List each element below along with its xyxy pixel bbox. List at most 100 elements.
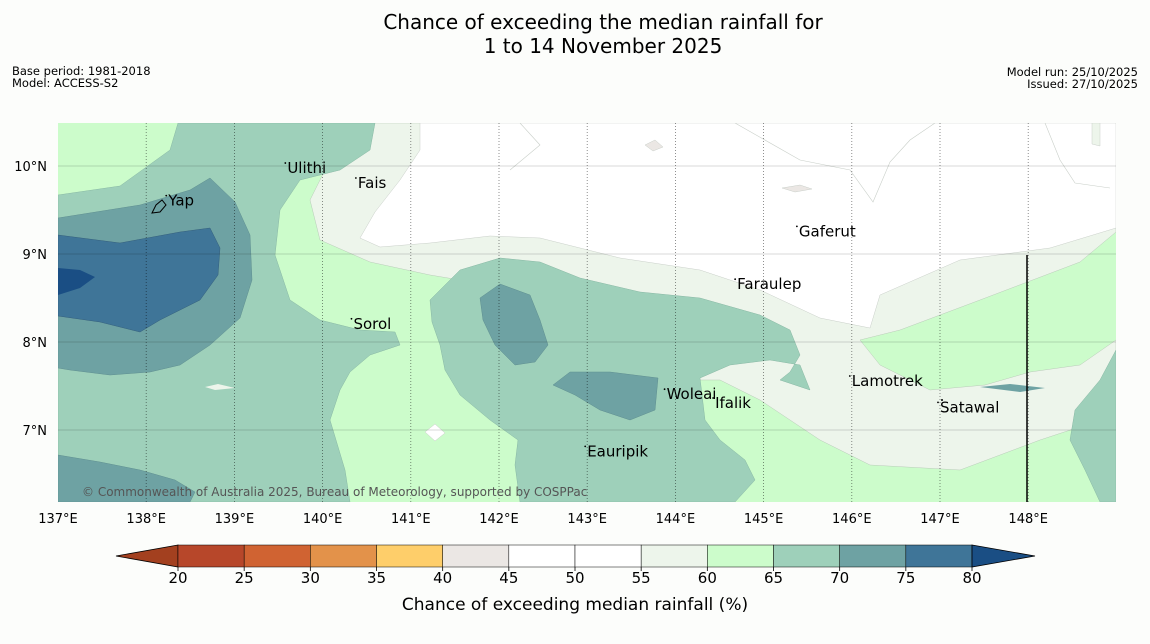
place-label-fais: Fais xyxy=(358,174,387,192)
colorbar-tick-label: 55 xyxy=(632,569,651,587)
colorbar-extend-low xyxy=(115,544,179,568)
island-marker xyxy=(663,388,666,391)
colorbar-tick-label: 40 xyxy=(433,569,452,587)
colorbar-bin xyxy=(243,544,311,568)
contour-line-2 xyxy=(1044,123,1111,189)
colorbar-tick-label: 45 xyxy=(499,569,518,587)
lon-tick-label: 143°E xyxy=(567,512,607,527)
colorbar-bin xyxy=(905,544,973,568)
yap-island-outline xyxy=(151,199,167,214)
lon-tick-label: 142°E xyxy=(479,512,519,527)
lon-tick-label: 140°E xyxy=(303,512,343,527)
longitude-labels: 137°E 138°E 139°E 140°E 141°E 142°E 143°E 144°E… xyxy=(38,512,1048,527)
colorbar-tick-label: 60 xyxy=(698,569,717,587)
lon-tick-label: 138°E xyxy=(126,512,166,527)
colorbar-tick-label: 30 xyxy=(301,569,320,587)
model-name: Model: ACCESS-S2 xyxy=(12,76,119,90)
lon-tick-label: 146°E xyxy=(832,512,872,527)
place-label-lamotrek: Lamotrek xyxy=(852,372,923,390)
grey-patch-north xyxy=(644,139,664,152)
colorbar-bin xyxy=(574,544,642,568)
place-label-faraulep: Faraulep xyxy=(737,275,801,293)
band-70-75-southwest xyxy=(58,454,196,502)
lat-tick-label: 9°N xyxy=(23,248,48,263)
colorbar-tick-label: 80 xyxy=(962,569,981,587)
contour-line-3 xyxy=(509,123,541,171)
lat-tick-label: 10°N xyxy=(14,160,47,175)
band-65-70-east xyxy=(1069,349,1116,502)
colorbar-bin xyxy=(376,544,443,568)
island-marker xyxy=(941,399,943,401)
grey-patch-east xyxy=(781,184,813,193)
lon-tick-label: 145°E xyxy=(744,512,784,527)
model-run: Model run: 25/10/2025 xyxy=(1006,65,1138,79)
lon-tick-label: 147°E xyxy=(920,512,960,527)
colorbar-bin xyxy=(773,544,840,568)
island-marker xyxy=(734,278,737,281)
colorbar-tick-label: 50 xyxy=(565,569,584,587)
contour-line-1 xyxy=(734,123,936,203)
band-70-75-woleai xyxy=(552,371,659,421)
base-period: Base period: 1981-2018 xyxy=(12,64,151,78)
colorbar-bin xyxy=(310,544,377,568)
colorbar-tick-label: 65 xyxy=(764,569,783,587)
place-label-ulithi: Ulithi xyxy=(287,159,326,177)
colorbar-bin xyxy=(177,544,245,568)
island-marker xyxy=(848,375,851,377)
lat-tick-label: 8°N xyxy=(23,336,48,351)
place-label-gaferut: Gaferut xyxy=(799,222,856,240)
colorbar-tick-label: 70 xyxy=(830,569,849,587)
band-45-55 xyxy=(359,123,1116,329)
colorbar-bin xyxy=(442,544,510,568)
island-marker xyxy=(795,225,798,228)
island-marker xyxy=(350,317,353,320)
lon-tick-label: 139°E xyxy=(215,512,255,527)
colorbar-bin xyxy=(707,544,774,568)
copyright-notice: © Commonwealth of Australia 2025, Bureau… xyxy=(82,485,587,499)
place-label-eauripik: Eauripik xyxy=(587,442,648,460)
island-marker xyxy=(354,177,357,179)
band-over-80 xyxy=(58,268,95,295)
colorbar-bin xyxy=(839,544,907,568)
colorbar-ticks: 20 25 30 35 40 45 50 55 60 65 70 75 80 xyxy=(168,567,982,587)
island-marker xyxy=(712,397,714,399)
colorbar-bin xyxy=(508,544,576,568)
band-75-80 xyxy=(58,227,221,333)
map-title: Chance of exceeding the median rainfall … xyxy=(0,10,1150,58)
lon-tick-label: 144°E xyxy=(656,512,696,527)
meta-left: Base period: 1981-2018 Model: ACCESS-S2 xyxy=(12,65,151,89)
place-label-woleai: Woleai xyxy=(667,385,717,403)
place-label-yap: Yap xyxy=(167,192,194,210)
band-70-75-patch xyxy=(980,384,1045,392)
colorbar-tick-label: 25 xyxy=(235,569,254,587)
lon-tick-label: 148°E xyxy=(1008,512,1048,527)
lon-tick-label: 137°E xyxy=(38,512,78,527)
latitude-labels: 10°N 9°N 8°N 7°N xyxy=(14,160,47,439)
issued-date: Issued: 27/10/2025 xyxy=(1027,77,1138,91)
colorbar-tick-label: 75 xyxy=(896,569,915,587)
island-marker xyxy=(937,401,939,404)
colorbar-bin xyxy=(640,544,708,568)
pale-patch xyxy=(205,384,235,390)
place-label-satawal: Satawal xyxy=(940,398,999,416)
meta-right: Model run: 25/10/2025 Issued: 27/10/2025 xyxy=(1007,66,1138,90)
colorbar-tick-label: 20 xyxy=(168,569,187,587)
lat-tick-label: 7°N xyxy=(23,424,48,439)
place-labels: Yap Ulithi Fais Gaferut Faraulep Sorol Lamotre… xyxy=(165,159,999,460)
place-label-ifalik: Ifalik xyxy=(715,394,751,412)
island-marker xyxy=(284,162,287,164)
colorbar-label: Chance of exceeding median rainfall (%) xyxy=(402,595,748,615)
band-70-75-central xyxy=(479,283,549,366)
island-marker xyxy=(584,445,587,448)
lon-tick-label: 141°E xyxy=(391,512,431,527)
island-marker xyxy=(165,194,168,197)
colorbar-extend-high xyxy=(971,544,1036,568)
title-line-1: Chance of exceeding the median rainfall … xyxy=(383,10,823,34)
place-label-sorol: Sorol xyxy=(353,315,391,333)
graticule xyxy=(58,123,1116,502)
title-line-2: 1 to 14 November 2025 xyxy=(483,34,723,58)
pale-patch-northeast xyxy=(1091,123,1101,147)
colorbar-tick-label: 35 xyxy=(367,569,386,587)
